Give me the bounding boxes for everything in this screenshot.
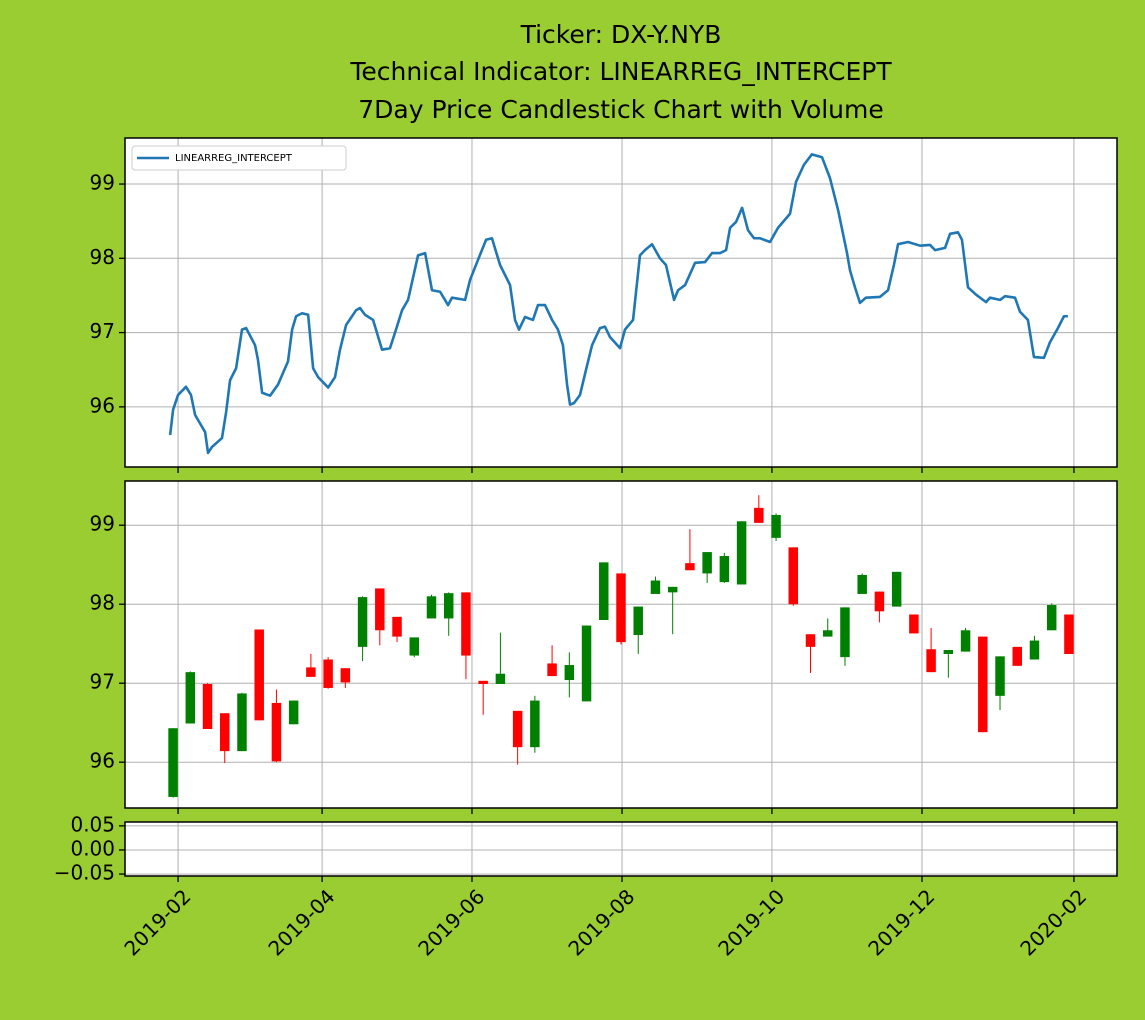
candle-body (685, 563, 695, 571)
indicator-line (168, 153, 1068, 455)
candle-body (375, 588, 385, 631)
plot-frame (124, 821, 1118, 877)
candle-body (443, 593, 454, 619)
candle-body (564, 665, 575, 681)
candle-body (1064, 614, 1074, 654)
candle-body (1012, 646, 1022, 666)
y-tick-label: 98 (90, 245, 115, 269)
title-line: 7Day Price Candlestick Chart with Volume (358, 95, 884, 124)
candle-body (288, 700, 299, 725)
y-tick-label: 98 (90, 591, 115, 615)
candle-body (254, 629, 264, 721)
candle-body (874, 591, 885, 612)
candle-body (495, 673, 506, 684)
candle-body (788, 547, 799, 605)
title-line: Ticker: DX-Y.NYB (520, 20, 722, 49)
candle-body (478, 680, 488, 684)
candle-body (650, 580, 661, 594)
x-tick-label: 2019-12 (863, 884, 939, 960)
plot-area (125, 138, 1117, 467)
y-tick-label: 96 (90, 393, 115, 417)
candle-body (616, 573, 626, 643)
candle-body (840, 607, 850, 658)
title-line: Technical Indicator: LINEARREG_INTERCEPT (349, 57, 892, 86)
candle-body (306, 667, 316, 677)
candle-body (409, 637, 419, 656)
candle-body (237, 693, 247, 752)
candle-body (1046, 605, 1057, 631)
x-tick-label: 2019-08 (563, 884, 639, 960)
candle-body (891, 571, 902, 607)
plot-frame (124, 137, 1118, 468)
candle-body (581, 625, 592, 702)
y-tick-label: 96 (90, 749, 115, 773)
y-tick-label: 0.05 (70, 812, 115, 836)
candle-body (271, 702, 282, 762)
candle-body (943, 650, 954, 654)
candle-body (426, 596, 437, 619)
candle-body (547, 663, 557, 677)
candle-body (978, 636, 988, 733)
candle-body (168, 728, 178, 797)
candle-body (357, 597, 368, 647)
candle-body (960, 630, 971, 652)
y-tick-label: 99 (90, 512, 115, 536)
candle-body (805, 634, 816, 647)
candle-body (530, 700, 540, 748)
candle-body (340, 668, 351, 683)
candle-body (754, 507, 764, 523)
candle-body (702, 552, 712, 574)
legend-box (131, 145, 347, 171)
y-tick-label: 97 (90, 319, 115, 343)
candle-body (392, 616, 402, 637)
candle-body (633, 606, 643, 636)
y-tick-label: 0.00 (70, 836, 115, 860)
candle-body (995, 656, 1005, 696)
x-tick-label: 2019-10 (713, 884, 789, 960)
y-tick-label: 99 (90, 171, 115, 195)
x-tick-label: 2019-06 (413, 884, 489, 960)
candle-body (667, 586, 678, 593)
candle-body (719, 556, 730, 583)
plot-frame (124, 480, 1118, 809)
candle-body (736, 521, 747, 585)
candle-body (599, 562, 609, 621)
legend-label: LINEARREG_INTERCEPT (175, 153, 293, 164)
candle-body (926, 649, 936, 673)
x-tick-label: 2019-02 (119, 884, 195, 960)
x-tick-label: 2019-04 (263, 884, 339, 960)
candle-body (1029, 640, 1040, 660)
candle-body (185, 672, 196, 724)
candle-body (909, 614, 919, 634)
candle-body (461, 592, 471, 656)
candle-body (220, 713, 230, 752)
candle-body (202, 683, 213, 730)
x-tick-label: 2020-02 (1015, 884, 1091, 960)
y-tick-label: 97 (90, 670, 115, 694)
candle-body (823, 630, 833, 637)
y-tick-label: −0.05 (54, 861, 115, 885)
candle-body (771, 514, 781, 538)
candle-body (323, 659, 333, 688)
plot-area (125, 822, 1117, 876)
candle-body (512, 710, 523, 748)
candle-body (857, 574, 867, 594)
